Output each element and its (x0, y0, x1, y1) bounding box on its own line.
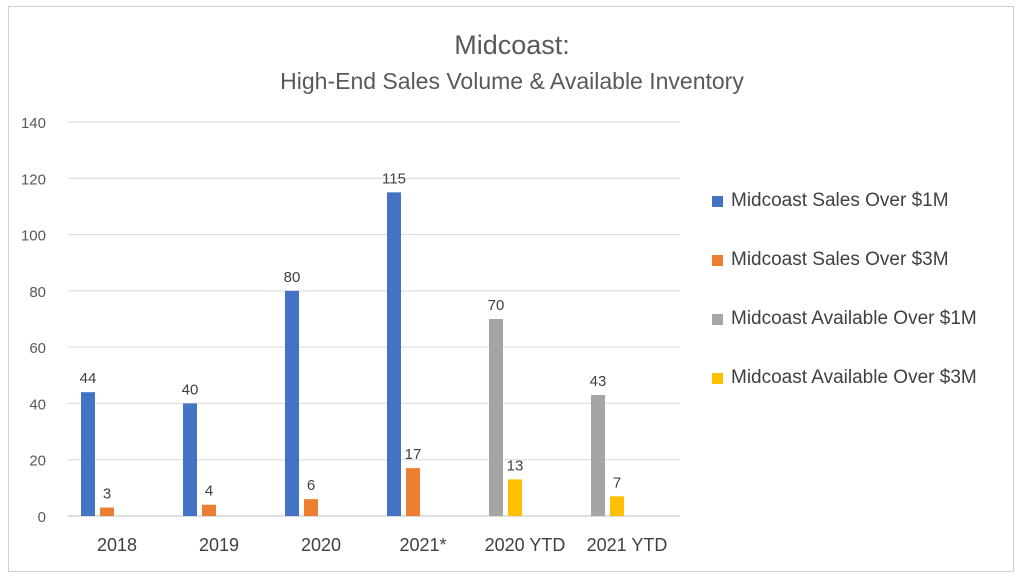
x-tick-label: 2020 YTD (485, 535, 566, 555)
data-label: 115 (382, 170, 406, 187)
bar (489, 319, 503, 516)
x-tick-label: 2021 YTD (587, 535, 668, 555)
legend-swatch (712, 254, 723, 266)
bar (304, 499, 318, 516)
y-tick-label: 20 (29, 453, 46, 470)
data-label: 80 (284, 269, 301, 286)
y-tick-label: 140 (21, 115, 46, 132)
y-tick-label: 0 (38, 509, 46, 526)
legend-item: Midcoast Sales Over $1M (712, 190, 949, 212)
x-tick-label: 2019 (199, 535, 239, 555)
data-label: 7 (613, 474, 621, 491)
bar (100, 507, 114, 516)
data-label: 44 (80, 370, 97, 387)
data-label: 6 (307, 477, 315, 494)
bar (183, 403, 197, 516)
chart-subtitle: High-End Sales Volume & Available Invent… (280, 68, 744, 94)
y-tick-label: 100 (21, 228, 46, 245)
x-tick-label: 2021* (399, 535, 446, 555)
bar (508, 479, 522, 516)
bar (285, 290, 299, 516)
chart-title: Midcoast: (454, 30, 570, 60)
bar (387, 192, 401, 516)
legend-item: Midcoast Available Over $1M (712, 308, 977, 330)
y-tick-label: 80 (29, 284, 46, 301)
legend-label: Midcoast Available Over $3M (731, 367, 977, 388)
legend-item: Midcoast Sales Over $3M (712, 249, 949, 271)
legend-swatch (712, 195, 723, 207)
data-label: 43 (590, 373, 607, 390)
data-label: 17 (405, 446, 422, 463)
y-tick-label: 60 (29, 340, 46, 357)
legend-swatch (712, 313, 723, 325)
x-tick-label: 2020 (301, 535, 341, 555)
chart-frame (8, 6, 1014, 572)
data-label: 40 (182, 381, 199, 398)
legend-item: Midcoast Available Over $3M (712, 367, 977, 389)
data-label: 70 (488, 297, 505, 314)
bar (610, 496, 624, 516)
bar (591, 394, 605, 516)
legend-label: Midcoast Sales Over $1M (731, 190, 949, 211)
x-tick-label: 2018 (97, 535, 137, 555)
legend-label: Midcoast Available Over $1M (731, 308, 977, 329)
legend-label: Midcoast Sales Over $3M (731, 249, 949, 270)
data-label: 3 (103, 486, 111, 503)
bar (81, 392, 95, 516)
data-label: 13 (507, 457, 524, 474)
bar (202, 504, 216, 516)
y-tick-label: 40 (29, 396, 46, 413)
data-label: 4 (205, 483, 213, 500)
y-tick-label: 120 (21, 171, 46, 188)
legend-swatch (712, 372, 723, 384)
bar (406, 468, 420, 516)
